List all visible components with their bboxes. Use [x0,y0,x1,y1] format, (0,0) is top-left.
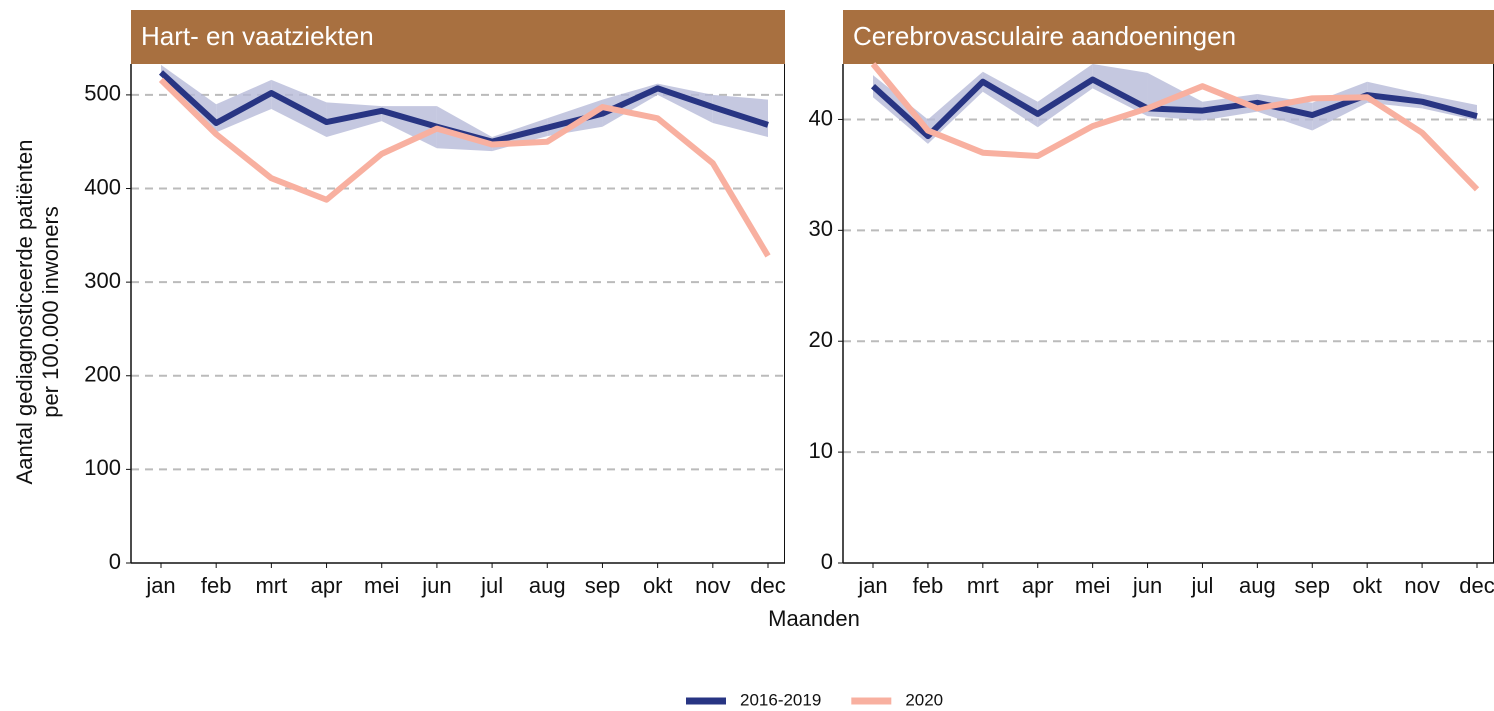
x-tick-label: aug [1239,573,1276,598]
y-tick-label: 30 [809,216,833,241]
y-tick-label: 10 [809,438,833,463]
x-tick-label: dec [750,573,785,598]
x-tick-label: mrt [967,573,999,598]
x-tick-label: apr [1022,573,1054,598]
x-tick-label: jul [1190,573,1213,598]
x-axis-label: Maanden [768,606,860,631]
y-tick-label: 0 [109,549,121,574]
x-tick-label: dec [1459,573,1494,598]
x-tick-label: jan [145,573,175,598]
y-tick-label: 300 [84,268,121,293]
x-tick-label: jan [857,573,887,598]
x-tick-label: jun [421,573,451,598]
series-line [158,77,771,258]
x-tick-label: jun [1132,573,1162,598]
y-tick-label: 20 [809,327,833,352]
series-line [870,62,1480,192]
x-tick-label: aug [529,573,566,598]
legend-label: 2020 [905,690,943,709]
x-tick-label: sep [1295,573,1330,598]
y-tick-label: 500 [84,81,121,106]
y-tick-label: 40 [809,105,833,130]
y-axis-label: per 100.000 inwoners [38,206,63,418]
series-line [870,76,1478,140]
y-axis-label: Aantal gediagnosticeerde patiënten [12,140,37,485]
y-tick-label: 100 [84,455,121,480]
y-tick-label: 400 [84,174,121,199]
panel-title: Hart- en vaatziekten [141,21,374,51]
title-strip [131,10,785,64]
x-tick-label: okt [1353,573,1382,598]
x-tick-label: jul [480,573,503,598]
panel-title: Cerebrovasculaire aandoeningen [853,21,1236,51]
x-tick-label: mei [364,573,399,598]
x-tick-label: apr [311,573,343,598]
y-tick-label: 0 [821,549,833,574]
legend-label: 2016-2019 [740,690,821,709]
x-tick-label: feb [201,573,232,598]
y-tick-label: 200 [84,362,121,387]
x-tick-label: nov [1404,573,1439,598]
x-tick-label: sep [585,573,620,598]
x-tick-label: mrt [255,573,287,598]
x-tick-label: okt [643,573,672,598]
x-tick-label: feb [913,573,944,598]
x-tick-label: mei [1075,573,1110,598]
title-strip [843,10,1494,64]
x-tick-label: nov [695,573,730,598]
